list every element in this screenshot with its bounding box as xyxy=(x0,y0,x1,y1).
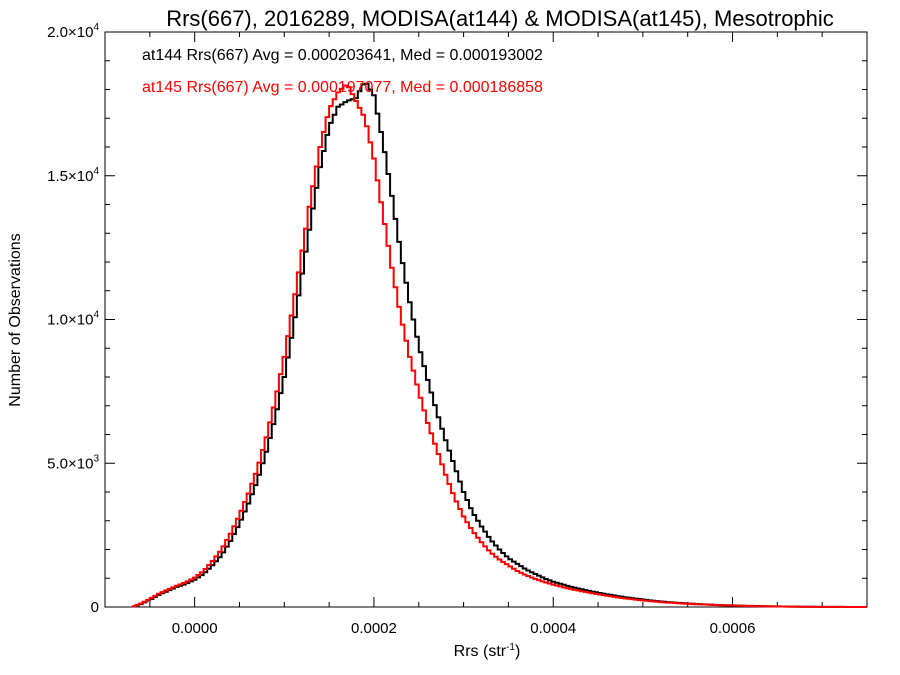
x-tick-label-1: 0.0002 xyxy=(351,620,397,637)
chart-title: Rrs(667), 2016289, MODISA(at144) & MODIS… xyxy=(166,6,834,31)
y-axis-label: Number of Observations xyxy=(7,233,24,406)
plot-area: 0.0000 0.0002 0.0004 0.0006 0 5.0×103 1.0×104 1… xyxy=(47,22,868,637)
legend-at145-annotation: at145 Rrs(667) Avg = 0.000197077, Med = … xyxy=(142,79,543,96)
y-tick-label-3: 1.5×104 xyxy=(47,166,99,185)
x-axis-label-main: Rrs (str xyxy=(454,643,507,660)
x-axis-label-sup: -1 xyxy=(506,642,515,653)
x-tick-label-2: 0.0004 xyxy=(530,620,576,637)
legend-at144-annotation: at144 Rrs(667) Avg = 0.000203641, Med = … xyxy=(142,47,543,64)
y-tick-label-0: 0 xyxy=(91,599,99,616)
series-layer xyxy=(131,82,867,608)
series-at144-histogram xyxy=(131,82,867,608)
plot-frame xyxy=(104,31,868,608)
legend: at144 Rrs(667) Avg = 0.000203641, Med = … xyxy=(142,47,543,96)
y-tick-label-2: 1.0×104 xyxy=(47,310,99,329)
x-tick-label-0: 0.0000 xyxy=(172,620,218,637)
y-tick-label-4: 2.0×104 xyxy=(47,22,99,41)
x-tick-label-3: 0.0006 xyxy=(710,620,756,637)
x-axis-label-end: ) xyxy=(515,643,520,660)
axis-ticks: 0.0000 0.0002 0.0004 0.0006 0 5.0×103 1.0×104 1… xyxy=(47,22,868,637)
y-tick-label-1: 5.0×103 xyxy=(47,453,99,472)
series-at145-histogram xyxy=(131,84,867,608)
x-axis-label: Rrs (str-1) xyxy=(454,642,521,660)
